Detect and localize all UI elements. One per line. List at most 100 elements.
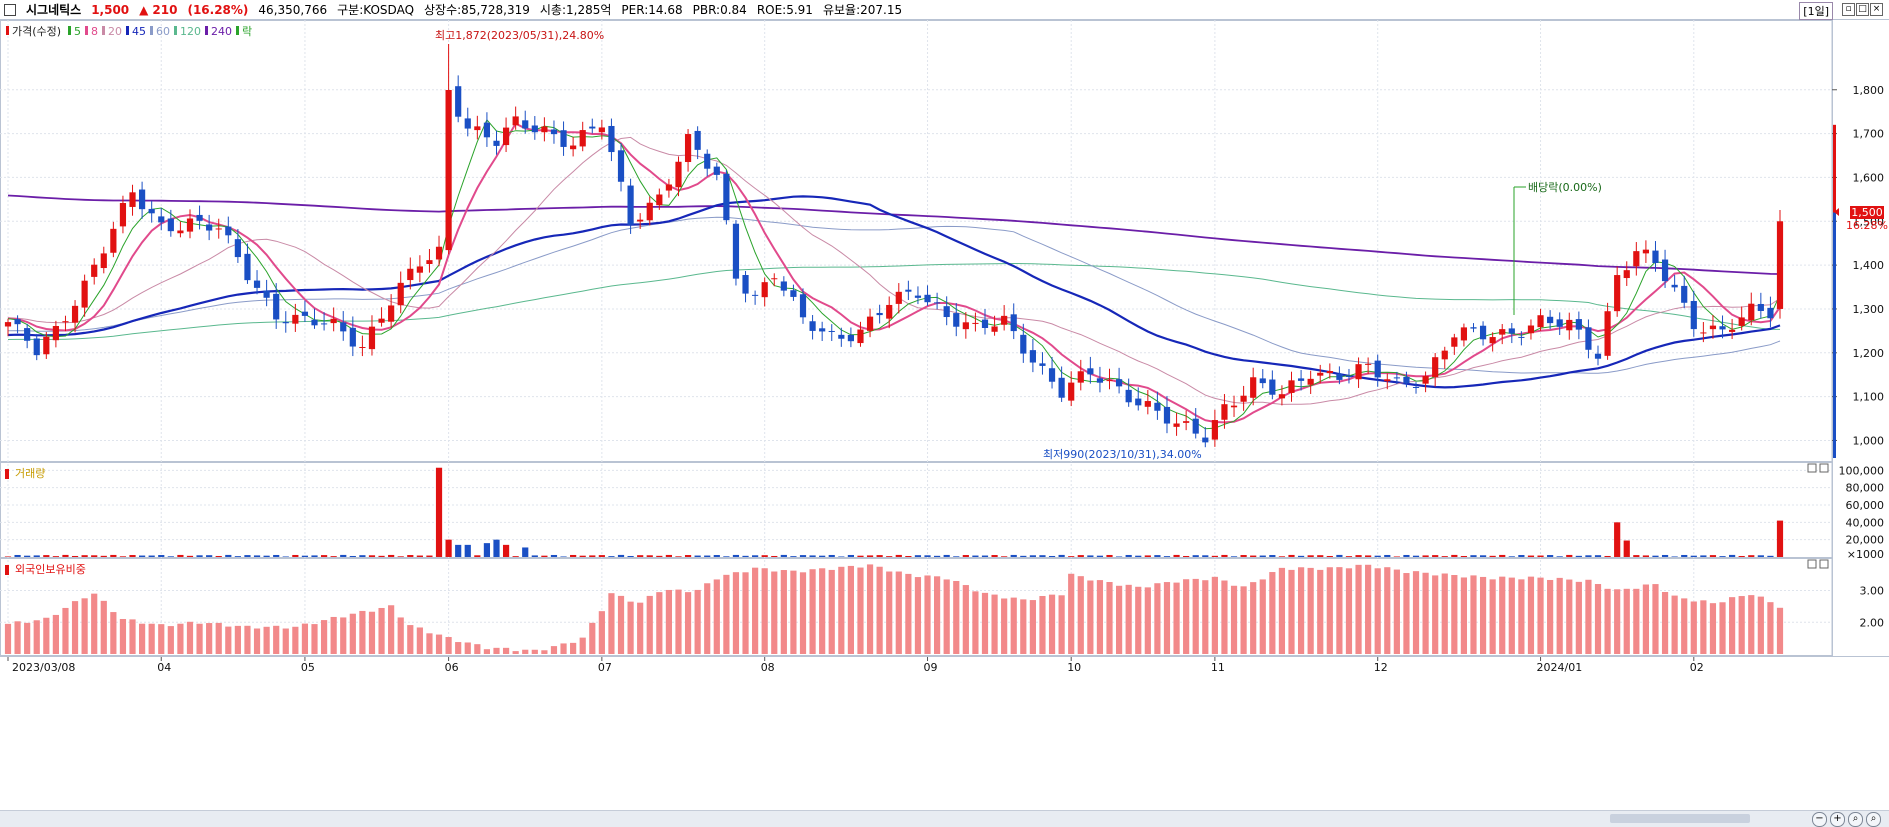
candle-body [62, 321, 69, 323]
candle-body [301, 311, 309, 316]
foreign-ownership-bars [4, 564, 1784, 654]
panel-close-icon[interactable] [1819, 559, 1829, 569]
zoom-reset-icon[interactable]: ⌕ [1848, 812, 1863, 827]
foreign-bar [426, 633, 433, 654]
close-icon[interactable]: × [1870, 3, 1883, 16]
zoom-out-icon[interactable]: − [1812, 812, 1827, 827]
volume-bar [1690, 555, 1697, 557]
foreign-bar [608, 593, 615, 654]
foreign-bar [1556, 577, 1563, 654]
foreign-bar [1365, 564, 1372, 654]
volume-tick-label: 40,000 [1846, 516, 1885, 529]
panel-min-icon[interactable] [1807, 559, 1817, 569]
last-price-label: 1,500 [1851, 206, 1883, 219]
volume-bar [91, 555, 98, 557]
foreign-bar [1518, 579, 1525, 654]
volume-bar [1748, 555, 1755, 557]
foreign-bar [1547, 579, 1554, 654]
maximize-icon[interactable]: □ [1856, 3, 1869, 16]
candle-body [512, 116, 519, 126]
volume-bar [1393, 556, 1400, 557]
candle-body [1661, 259, 1669, 282]
foreign-bar [704, 583, 711, 654]
volume-bar [1183, 555, 1190, 557]
zoom-in-icon[interactable]: + [1830, 812, 1845, 827]
select-checkbox[interactable] [4, 3, 16, 16]
foreign-bar [435, 634, 443, 654]
volume-bar [1700, 555, 1707, 557]
foreign-bar [1192, 578, 1199, 654]
period-selector[interactable]: [1일] [1799, 2, 1833, 20]
minimize-icon[interactable]: ▫ [1842, 3, 1855, 16]
candle-body [598, 127, 605, 133]
candle-body [368, 326, 376, 350]
foreign-bar [962, 585, 969, 654]
legend-swatch [205, 26, 208, 35]
foreign-bar [139, 623, 146, 654]
price-tick-label: 1,600 [1853, 171, 1885, 184]
volume-bar [1374, 555, 1381, 557]
volume-bar [1422, 555, 1429, 557]
candle-body [1508, 328, 1515, 334]
candle-body [905, 289, 912, 292]
volume-panel-title: 거래량 [15, 467, 45, 480]
foreign-bar [1115, 585, 1123, 654]
foreign-bar [886, 571, 893, 654]
volume-bar [713, 555, 720, 557]
last-price-arrow-icon [1834, 208, 1839, 216]
candle-body [732, 223, 740, 279]
foreign-bar [416, 627, 423, 654]
candle-body [1048, 368, 1056, 382]
foreign-bar [1422, 572, 1429, 654]
candle-body [71, 305, 79, 323]
zoom-fit-icon[interactable]: ⌕ [1866, 812, 1881, 827]
candle-body [91, 264, 98, 277]
candle-body [148, 208, 155, 214]
foreign-bar [1077, 576, 1084, 654]
legend-label: 20 [108, 25, 122, 38]
foreign-bar [761, 568, 768, 654]
horizontal-scrollbar[interactable]: − + ⌕ ⌕ [0, 810, 1889, 827]
volume-bar [1623, 540, 1630, 557]
candle-body [1202, 437, 1209, 443]
foreign-bar [1441, 573, 1448, 654]
panel-close-icon[interactable] [1819, 463, 1829, 473]
foreign-bar [713, 579, 720, 654]
foreign-bar [1432, 575, 1439, 654]
candle-body [359, 346, 366, 348]
candle-body [1173, 423, 1180, 427]
foreign-bar [1020, 599, 1027, 654]
foreign-panel-title: 외국인보유비중 [15, 563, 86, 576]
scroll-thumb[interactable] [1610, 814, 1750, 823]
foreign-bar [1211, 576, 1218, 654]
candle-body [637, 219, 644, 222]
candle-body [1096, 378, 1104, 383]
foreign-tick-label: 2.00 [1860, 616, 1885, 629]
volume-bar [1297, 555, 1305, 557]
volume-bar [771, 555, 778, 557]
volume-bar [407, 555, 414, 557]
foreign-bar [895, 571, 902, 654]
candle-body [1566, 319, 1573, 331]
stock-chart[interactable]: 가격(수정) 5 8 20 45 60 120 240 락 1,000 1,100 1,200 1,3… [0, 20, 1889, 810]
foreign-bar [282, 628, 289, 654]
candle-body [857, 329, 864, 344]
candle-body [1518, 336, 1525, 338]
candle-body [1489, 337, 1496, 344]
volume-bar [244, 555, 251, 557]
legend-label: 120 [180, 25, 201, 38]
foreign-bar [1144, 587, 1151, 654]
volume-bar [483, 543, 491, 557]
volume-bar [301, 555, 309, 557]
volume-bar [1547, 555, 1554, 557]
candle-body [1211, 420, 1218, 440]
candle-body [1614, 275, 1621, 312]
high-annotation: 최고1,872(2023/05/31),24.80% [435, 29, 604, 42]
foreign-bar [617, 595, 625, 654]
panel-min-icon[interactable] [1807, 463, 1817, 473]
candle-body [1192, 418, 1199, 434]
candle-body [1393, 377, 1400, 379]
candle-body [320, 323, 328, 325]
volume-bar [1767, 555, 1774, 557]
candle-body [1623, 270, 1630, 279]
